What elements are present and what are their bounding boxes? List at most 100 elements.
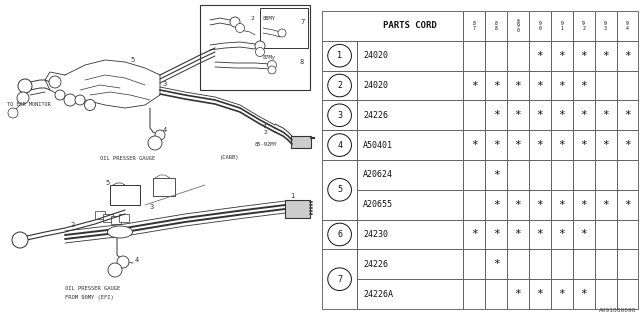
Bar <box>551 100 573 130</box>
Text: *: * <box>493 229 499 239</box>
Text: *: * <box>493 200 499 210</box>
Circle shape <box>148 136 162 150</box>
Bar <box>485 279 507 309</box>
Text: *: * <box>559 140 565 150</box>
Bar <box>551 130 573 160</box>
Circle shape <box>64 94 76 106</box>
Text: OIL PRESSER GAUGE: OIL PRESSER GAUGE <box>65 285 120 291</box>
Circle shape <box>84 100 95 110</box>
Bar <box>322 249 357 309</box>
Text: *: * <box>624 110 631 120</box>
Text: 9
4: 9 4 <box>626 21 629 30</box>
Bar <box>357 190 463 220</box>
Text: 8
7: 8 7 <box>473 21 476 30</box>
Text: *: * <box>624 200 631 210</box>
Bar <box>573 71 595 100</box>
Text: *: * <box>559 229 565 239</box>
Bar <box>573 190 595 220</box>
Text: *: * <box>536 229 543 239</box>
Text: 1: 1 <box>290 193 294 199</box>
Circle shape <box>328 179 351 201</box>
Bar <box>463 71 485 100</box>
Bar <box>507 11 529 41</box>
Text: *: * <box>559 81 565 91</box>
Bar <box>551 11 573 41</box>
Circle shape <box>75 95 85 105</box>
Bar <box>485 160 507 190</box>
Bar <box>616 279 638 309</box>
Circle shape <box>8 108 18 118</box>
Text: *: * <box>536 289 543 299</box>
Text: *: * <box>515 289 522 299</box>
Bar <box>463 279 485 309</box>
Text: *: * <box>471 140 477 150</box>
Bar <box>507 100 529 130</box>
Bar <box>573 130 595 160</box>
Bar <box>573 160 595 190</box>
Bar <box>485 41 507 71</box>
Bar <box>507 71 529 100</box>
Text: 8: 8 <box>300 59 304 65</box>
Bar <box>357 220 463 249</box>
Bar <box>291 136 311 148</box>
Bar <box>529 130 551 160</box>
Text: *: * <box>602 110 609 120</box>
Bar <box>529 220 551 249</box>
Text: *: * <box>580 81 587 91</box>
Text: *: * <box>559 289 565 299</box>
Circle shape <box>17 92 29 104</box>
Bar <box>573 41 595 71</box>
Circle shape <box>268 60 276 69</box>
Bar <box>529 249 551 279</box>
Ellipse shape <box>108 226 132 238</box>
Text: 85-92MY: 85-92MY <box>255 142 278 148</box>
Bar <box>595 160 616 190</box>
Bar <box>463 220 485 249</box>
Bar <box>507 279 529 309</box>
Text: 87My: 87My <box>263 55 276 60</box>
Bar <box>507 220 529 249</box>
Text: *: * <box>602 51 609 61</box>
Bar <box>529 71 551 100</box>
Bar <box>507 41 529 71</box>
Bar <box>357 41 463 71</box>
Bar <box>485 130 507 160</box>
Bar <box>357 249 463 279</box>
Text: 8
8: 8 8 <box>495 21 497 30</box>
Bar <box>595 249 616 279</box>
Bar <box>463 11 485 41</box>
Circle shape <box>255 41 265 51</box>
Text: 5: 5 <box>337 185 342 194</box>
Text: *: * <box>580 110 587 120</box>
Text: 3: 3 <box>150 204 154 210</box>
Bar <box>529 279 551 309</box>
Text: A091000090: A091000090 <box>599 308 637 313</box>
Text: 9
2: 9 2 <box>582 21 585 30</box>
Bar <box>200 5 310 90</box>
Text: *: * <box>515 81 522 91</box>
Text: *: * <box>515 110 522 120</box>
Text: FROM 90MY (EFI): FROM 90MY (EFI) <box>65 295 114 300</box>
Text: 24230: 24230 <box>363 230 388 239</box>
Circle shape <box>18 79 32 93</box>
Text: 24226: 24226 <box>363 260 388 269</box>
Text: *: * <box>493 170 499 180</box>
Text: *: * <box>493 81 499 91</box>
Bar <box>357 130 463 160</box>
Text: *: * <box>624 140 631 150</box>
Bar <box>463 41 485 71</box>
Bar <box>573 220 595 249</box>
Text: 3: 3 <box>337 111 342 120</box>
Circle shape <box>328 44 351 67</box>
Bar <box>463 130 485 160</box>
Bar <box>463 190 485 220</box>
Text: 3: 3 <box>163 81 167 87</box>
Bar <box>507 160 529 190</box>
Bar <box>322 11 463 41</box>
Circle shape <box>328 74 351 97</box>
Bar <box>485 190 507 220</box>
Text: *: * <box>559 110 565 120</box>
Text: 9
3: 9 3 <box>604 21 607 30</box>
Circle shape <box>278 29 286 37</box>
Text: OIL PRESSER GAUGE: OIL PRESSER GAUGE <box>100 156 156 161</box>
